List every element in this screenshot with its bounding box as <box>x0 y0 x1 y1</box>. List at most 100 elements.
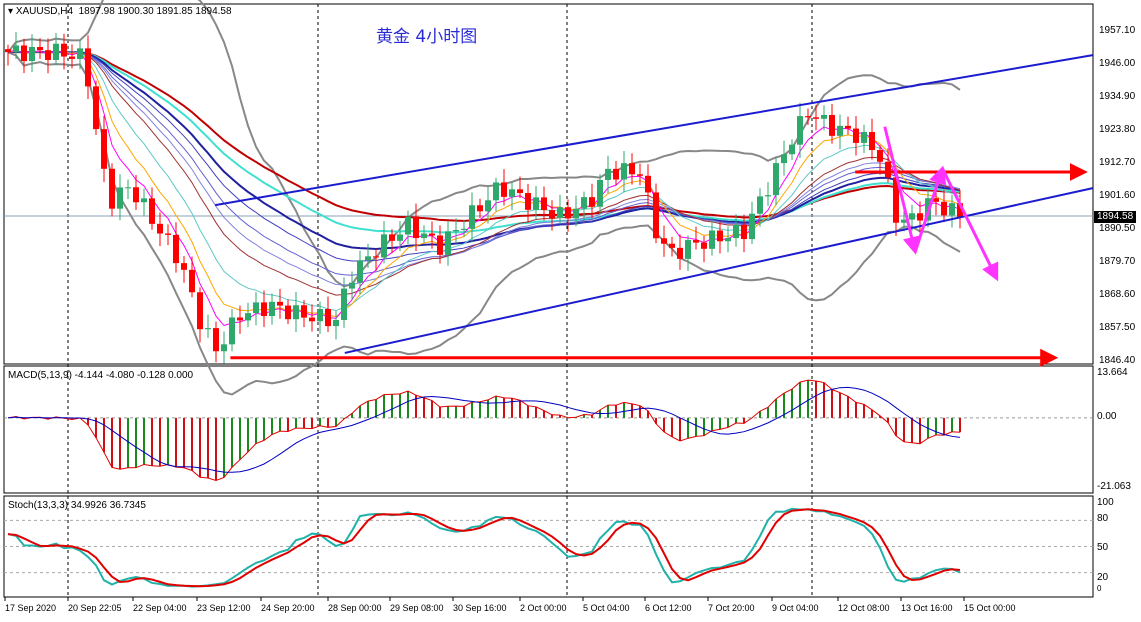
ohlc-values: 1897.98 1900.30 1891.85 1894.58 <box>78 6 232 17</box>
candle-body <box>541 197 547 211</box>
candle-body <box>157 223 163 234</box>
macd-axis-label: 13.664 <box>1097 367 1128 378</box>
candle-body <box>149 198 155 224</box>
candle-body <box>245 313 251 321</box>
moving-average-50 <box>7 50 961 234</box>
candle-body <box>885 161 891 178</box>
candle-body <box>797 116 803 145</box>
time-axis-label: 6 Oct 12:00 <box>645 603 692 613</box>
candle-body <box>341 288 347 320</box>
price-axis-label: 1912.70 <box>1099 157 1136 168</box>
candle-body <box>141 198 147 203</box>
candle-body <box>605 168 611 180</box>
candle-body <box>461 228 467 230</box>
price-axis-label: 1846.40 <box>1099 355 1136 366</box>
candle-body <box>21 45 27 62</box>
stoch-axis-label: 50 <box>1097 542 1109 553</box>
time-axis-label: 2 Oct 00:00 <box>520 603 567 613</box>
candle-body <box>685 240 691 259</box>
candle-body <box>29 46 35 62</box>
candle-body <box>509 189 515 197</box>
candle-body <box>261 302 267 317</box>
price-axis-label: 1890.50 <box>1099 223 1136 234</box>
candle-body <box>477 205 483 212</box>
candle-body <box>765 195 771 197</box>
time-axis-label: 7 Oct 20:00 <box>708 603 755 613</box>
time-axis-label: 13 Oct 16:00 <box>901 603 953 613</box>
current-price-tag: 1894.58 <box>1094 211 1137 223</box>
candle-body <box>781 154 787 164</box>
candle-body <box>501 182 507 197</box>
price-axis-label: 1923.80 <box>1099 124 1136 135</box>
candle-body <box>469 205 475 229</box>
candle-body <box>85 48 91 87</box>
candle-body <box>533 197 539 210</box>
time-axis-label: 22 Sep 04:00 <box>133 603 187 613</box>
candle-body <box>669 243 675 248</box>
candle-body <box>589 197 595 207</box>
macd-label: MACD(5,13,9) -4.144 -4.080 -0.128 0.000 <box>8 370 194 381</box>
candle-body <box>573 208 579 219</box>
candle-body <box>869 132 875 151</box>
candle-body <box>77 48 83 59</box>
moving-average-5 <box>7 49 961 327</box>
candle-body <box>805 116 811 118</box>
candle-body <box>901 219 907 223</box>
candle-body <box>613 168 619 180</box>
candle-body <box>117 187 123 209</box>
candle-body <box>413 216 419 239</box>
forecast-arrow <box>913 165 947 253</box>
price-axis-label: 1957.10 <box>1099 25 1136 36</box>
stoch-label: Stoch(13,3,3) 34.9926 36.7345 <box>8 500 146 511</box>
candle-body <box>757 196 763 214</box>
price-axis-label: 1901.60 <box>1099 190 1136 201</box>
candle-body <box>829 115 835 136</box>
forecast-arrow <box>883 126 921 255</box>
candle-body <box>269 301 275 317</box>
candle-body <box>429 233 435 236</box>
candle-body <box>325 308 331 327</box>
candle-body <box>677 247 683 259</box>
channel-lower-line <box>344 187 1094 354</box>
candle-body <box>285 305 291 320</box>
chart-annotation-title: 黄金 4小时图 <box>376 27 478 47</box>
candle-body <box>549 210 555 219</box>
candle-body <box>725 238 731 242</box>
candle-body <box>917 213 923 221</box>
time-axis-label: 12 Oct 08:00 <box>838 603 890 613</box>
time-axis-label: 29 Sep 08:00 <box>390 603 444 613</box>
candle-body <box>525 193 531 210</box>
candle-body <box>701 242 707 249</box>
macd-signal-line <box>7 386 961 473</box>
symbol-label: XAUUSD,H4 <box>15 6 74 17</box>
candle-body <box>709 230 715 249</box>
candle-body <box>189 269 195 293</box>
price-axis-label: 1857.50 <box>1099 322 1136 333</box>
candle-body <box>373 256 379 258</box>
moving-average-28 <box>7 51 961 276</box>
candle-body <box>133 187 139 203</box>
candle-body <box>213 328 219 352</box>
candle-body <box>229 317 235 345</box>
candle-body <box>125 187 131 189</box>
stoch-axis-label: 100 <box>1097 497 1114 508</box>
candle-body <box>845 125 851 129</box>
time-axis-label: 9 Oct 04:00 <box>772 603 819 613</box>
candle-body <box>837 125 843 136</box>
forecast-arrow <box>941 167 999 282</box>
candle-body <box>221 344 227 352</box>
candle-body <box>909 213 915 220</box>
candle-body <box>277 301 283 306</box>
candle-body <box>237 317 243 321</box>
candle-body <box>637 174 643 176</box>
candle-body <box>717 230 723 242</box>
time-axis-label: 28 Sep 00:00 <box>328 603 382 613</box>
moving-average-34 <box>7 51 961 262</box>
price-axis-label: 1879.70 <box>1099 256 1136 267</box>
candle-body <box>645 175 651 193</box>
bollinger-lower <box>7 51 961 396</box>
candle-body <box>253 302 259 314</box>
candle-body <box>37 46 43 51</box>
candle-body <box>773 163 779 196</box>
